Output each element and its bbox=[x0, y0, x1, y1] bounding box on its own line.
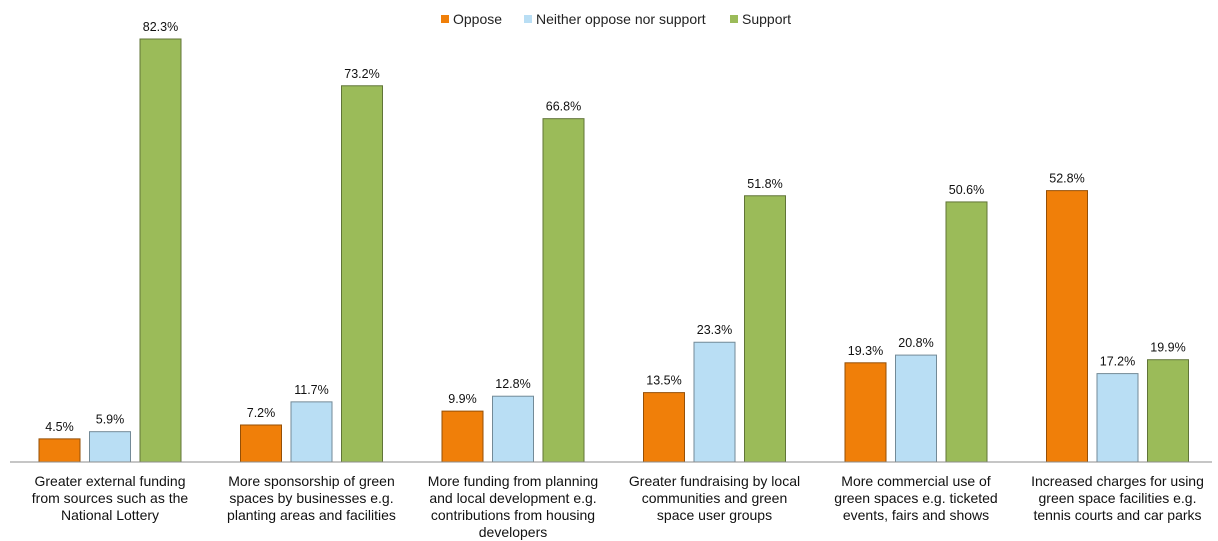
value-label-oppose-4: 13.5% bbox=[646, 374, 681, 388]
bar-neither-oppose-nor-support-6 bbox=[1096, 373, 1139, 463]
value-label-support-1: 82.3% bbox=[143, 20, 178, 34]
value-label-oppose-3: 9.9% bbox=[448, 392, 477, 406]
category-label-line: green space facilities e.g. bbox=[1039, 490, 1197, 506]
category-label-line: communities and green bbox=[642, 490, 788, 506]
value-label-oppose-2: 7.2% bbox=[247, 406, 276, 420]
legend-swatch-neither-oppose-nor-support bbox=[524, 15, 532, 23]
legend-label-oppose: Oppose bbox=[453, 11, 502, 27]
bar-oppose-6 bbox=[1046, 190, 1088, 463]
category-label-line: Greater external funding bbox=[35, 473, 186, 489]
category-label-line: tennis courts and car parks bbox=[1033, 507, 1201, 523]
value-label-support-3: 66.8% bbox=[546, 100, 581, 114]
category-label-line: More commercial use of bbox=[841, 473, 990, 489]
category-label-6: Increased charges for using green space f… bbox=[1031, 473, 1204, 523]
legend-label-support: Support bbox=[742, 11, 791, 27]
category-label-4: Greater fundraising by local communities … bbox=[629, 473, 800, 523]
bar-support-2 bbox=[341, 85, 383, 463]
bar-oppose-4 bbox=[643, 392, 685, 463]
bar-oppose-3 bbox=[441, 410, 484, 463]
category-label-line: contributions from housing bbox=[431, 507, 595, 523]
value-label-support-5: 50.6% bbox=[949, 183, 984, 197]
category-label-2: More sponsorship of green spaces by busin… bbox=[227, 473, 396, 523]
value-label-neither-oppose-nor-support-1: 5.9% bbox=[96, 413, 125, 427]
bar-support-4 bbox=[744, 195, 786, 463]
bar-support-5 bbox=[945, 201, 988, 463]
category-label-line: green spaces e.g. ticketed bbox=[834, 490, 997, 506]
category-label-line: National Lottery bbox=[61, 507, 159, 523]
category-label-line: events, fairs and shows bbox=[843, 507, 989, 523]
bar-oppose-2 bbox=[240, 424, 282, 463]
category-label-5: More commercial use of green spaces e.g. … bbox=[834, 473, 997, 523]
bar-support-6 bbox=[1147, 359, 1189, 463]
value-label-neither-oppose-nor-support-2: 11.7% bbox=[294, 383, 329, 397]
category-label-1: Greater external funding from sources suc… bbox=[32, 473, 189, 523]
category-label-line: Increased charges for using bbox=[1031, 473, 1204, 489]
bar-neither-oppose-nor-support-3 bbox=[492, 395, 534, 463]
value-label-neither-oppose-nor-support-4: 23.3% bbox=[697, 323, 732, 337]
chart-legend: Oppose Neither oppose nor support Support bbox=[441, 11, 791, 27]
bar-support-1 bbox=[139, 38, 182, 463]
bar-oppose-5 bbox=[844, 362, 887, 463]
legend-swatch-oppose bbox=[441, 15, 449, 23]
bar-oppose-1 bbox=[38, 438, 81, 463]
bar-neither-oppose-nor-support-1 bbox=[89, 431, 131, 463]
category-label-3: More funding from planning and local deve… bbox=[428, 473, 598, 540]
value-label-neither-oppose-nor-support-3: 12.8% bbox=[495, 377, 530, 391]
value-label-support-4: 51.8% bbox=[747, 177, 782, 191]
bar-neither-oppose-nor-support-4 bbox=[693, 341, 736, 463]
category-label-line: space user groups bbox=[657, 507, 772, 523]
category-label-line: planting areas and facilities bbox=[227, 507, 396, 523]
legend-label-neither-oppose-nor-support: Neither oppose nor support bbox=[536, 11, 706, 27]
legend-swatch-support bbox=[730, 15, 738, 23]
category-label-line: More sponsorship of green bbox=[228, 473, 395, 489]
value-label-oppose-1: 4.5% bbox=[45, 420, 74, 434]
category-label-line: and local development e.g. bbox=[429, 490, 596, 506]
value-label-neither-oppose-nor-support-6: 17.2% bbox=[1100, 355, 1135, 369]
category-label-line: Greater fundraising by local bbox=[629, 473, 800, 489]
chart-bars bbox=[38, 38, 1189, 463]
value-label-support-6: 19.9% bbox=[1150, 341, 1185, 355]
value-label-neither-oppose-nor-support-5: 20.8% bbox=[898, 336, 933, 350]
bar-neither-oppose-nor-support-5 bbox=[895, 354, 937, 463]
bar-neither-oppose-nor-support-2 bbox=[290, 401, 333, 463]
category-label-line: from sources such as the bbox=[32, 490, 189, 506]
value-label-oppose-6: 52.8% bbox=[1049, 172, 1084, 186]
category-label-line: More funding from planning bbox=[428, 473, 598, 489]
bar-support-3 bbox=[542, 118, 585, 463]
value-label-support-2: 73.2% bbox=[344, 67, 379, 81]
category-label-line: spaces by businesses e.g. bbox=[229, 490, 393, 506]
value-label-oppose-5: 19.3% bbox=[848, 344, 883, 358]
category-label-line: developers bbox=[479, 524, 548, 540]
chart-value-labels: 4.5% 5.9% 82.3% 7.2% 11.7% 73.2% 9.9% 12.8% 66.8… bbox=[45, 20, 1185, 434]
chart-category-labels: Greater external funding from sources suc… bbox=[32, 473, 1204, 540]
